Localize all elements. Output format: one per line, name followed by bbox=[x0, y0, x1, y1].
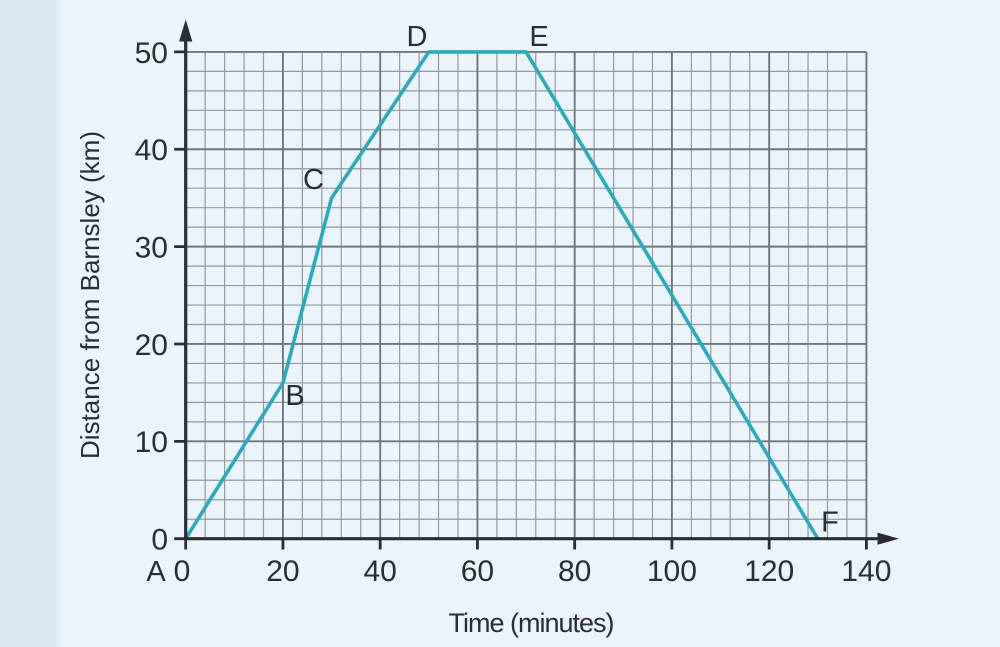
svg-text:D: D bbox=[407, 21, 428, 53]
svg-text:B: B bbox=[285, 380, 304, 412]
svg-text:40: 40 bbox=[135, 134, 168, 167]
svg-text:Time (minutes): Time (minutes) bbox=[448, 608, 613, 638]
svg-text:30: 30 bbox=[135, 232, 168, 265]
svg-text:50: 50 bbox=[135, 37, 168, 70]
svg-text:A: A bbox=[146, 556, 166, 588]
svg-text:40: 40 bbox=[364, 555, 397, 588]
svg-text:80: 80 bbox=[558, 555, 591, 588]
svg-text:C: C bbox=[303, 164, 324, 196]
svg-text:120: 120 bbox=[744, 555, 794, 588]
svg-text:20: 20 bbox=[266, 555, 299, 588]
svg-text:140: 140 bbox=[841, 555, 891, 588]
svg-text:10: 10 bbox=[135, 426, 168, 459]
svg-text:E: E bbox=[529, 21, 548, 53]
svg-text:Distance from Barnsley (km): Distance from Barnsley (km) bbox=[75, 131, 105, 459]
svg-text:F: F bbox=[821, 507, 839, 539]
svg-text:20: 20 bbox=[135, 329, 168, 362]
svg-text:60: 60 bbox=[461, 555, 494, 588]
svg-text:100: 100 bbox=[647, 555, 697, 588]
svg-text:0: 0 bbox=[151, 524, 168, 557]
svg-text:0: 0 bbox=[174, 555, 191, 588]
